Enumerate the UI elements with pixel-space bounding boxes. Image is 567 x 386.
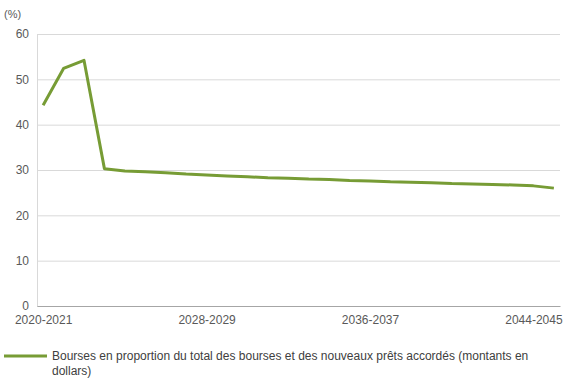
y-axis-label: (%)	[4, 8, 21, 20]
x-tick-label: 2036-2037	[342, 313, 400, 327]
grid-line	[37, 79, 560, 80]
y-tick: 20	[16, 209, 560, 223]
y-tick: 0	[22, 299, 560, 313]
x-tick: 2044-2045	[505, 313, 563, 327]
y-tick: 60	[16, 27, 560, 41]
grid-line	[37, 34, 560, 35]
y-tick: 50	[16, 73, 560, 87]
grid-line	[37, 215, 560, 216]
y-tick: 30	[16, 163, 560, 177]
y-tick: 10	[16, 254, 560, 268]
y-axis-line	[38, 35, 561, 307]
grid-line	[37, 125, 560, 126]
legend-label: Bourses en proportion du total des bours…	[52, 349, 528, 378]
x-tick: 2028-2029	[178, 313, 236, 327]
x-axis-line	[38, 306, 561, 307]
y-tick-label: 20	[16, 209, 30, 223]
y-tick-label: 40	[16, 118, 30, 132]
x-tick-label: 2020-2021	[15, 313, 73, 327]
legend-swatch	[4, 355, 47, 358]
chart: 0 10 20 30 40 50 60 2020-2021 2028-2029 2036-2037…	[0, 0, 567, 386]
grid-line	[37, 306, 560, 307]
y-tick-label: 30	[16, 163, 30, 177]
y-tick-label: 10	[16, 254, 30, 268]
x-tick: 2020-2021	[15, 313, 73, 327]
lines	[43, 60, 554, 188]
legend: Bourses en proportion du total des bours…	[4, 349, 528, 378]
x-axis: 2020-2021 2028-2029 2036-2037 2044-2045	[15, 307, 563, 327]
y-tick-label: 60	[16, 27, 30, 41]
plot: 0 10 20 30 40 50 60 2020-2021 2028-2029 2036-2037…	[15, 27, 563, 326]
y-axis: 0 10 20 30 40 50 60	[16, 27, 560, 313]
x-tick: 2036-2037	[342, 313, 400, 327]
y-tick-label: 0	[22, 299, 29, 313]
x-tick-label: 2028-2029	[178, 313, 236, 327]
grid-line	[37, 261, 560, 262]
x-tick-label: 2044-2045	[505, 313, 563, 327]
y-tick-label: 50	[16, 73, 30, 87]
series-line	[43, 60, 554, 188]
